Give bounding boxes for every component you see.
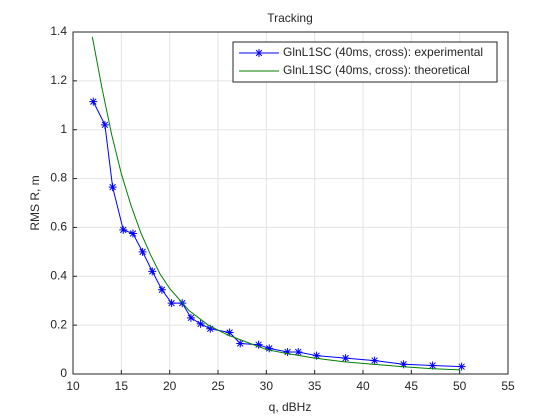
marker bbox=[457, 362, 466, 371]
marker bbox=[89, 97, 98, 106]
x-tick-label: 10 bbox=[66, 379, 80, 393]
x-tick-label: 15 bbox=[115, 379, 129, 393]
marker bbox=[108, 183, 117, 192]
y-tick-label: 1.2 bbox=[50, 73, 67, 87]
x-axis-label: q, dBHz bbox=[269, 400, 312, 414]
chart-title: Tracking bbox=[267, 11, 313, 25]
marker bbox=[254, 340, 263, 349]
marker bbox=[119, 225, 128, 234]
series-line bbox=[92, 101, 462, 368]
x-tick-label: 40 bbox=[356, 379, 370, 393]
y-tick-label: 0.4 bbox=[50, 268, 67, 282]
marker bbox=[100, 120, 109, 129]
x-tick-label: 50 bbox=[453, 379, 467, 393]
marker bbox=[255, 49, 263, 57]
legend-label: GlnL1SC (40ms, cross): experimental bbox=[283, 45, 483, 59]
legend-label: GlnL1SC (40ms, cross): theoretical bbox=[283, 63, 470, 77]
marker bbox=[128, 229, 137, 238]
y-tick-label: 0.8 bbox=[50, 171, 67, 185]
y-axis-label: RMS R, m bbox=[28, 175, 42, 230]
marker bbox=[370, 356, 379, 365]
x-tick-label: 45 bbox=[405, 379, 419, 393]
marker bbox=[399, 360, 408, 369]
marker bbox=[312, 351, 321, 360]
marker bbox=[148, 267, 157, 276]
series-line bbox=[91, 36, 460, 371]
y-tick-label: 1.4 bbox=[50, 24, 67, 38]
legend-box bbox=[232, 41, 498, 83]
marker bbox=[283, 348, 292, 357]
y-tick-label: 0 bbox=[60, 366, 67, 380]
marker bbox=[138, 247, 147, 256]
y-tick-label: 1 bbox=[60, 122, 67, 136]
marker bbox=[157, 285, 166, 294]
y-tick-label: 0.6 bbox=[50, 220, 67, 234]
marker bbox=[167, 299, 176, 308]
x-tick-label: 20 bbox=[163, 379, 177, 393]
marker bbox=[186, 313, 195, 322]
marker bbox=[225, 328, 234, 337]
marker bbox=[265, 344, 274, 353]
marker bbox=[196, 319, 205, 328]
x-tick-label: 25 bbox=[211, 379, 225, 393]
x-tick-label: 55 bbox=[501, 379, 515, 393]
marker bbox=[206, 324, 215, 333]
x-tick-label: 30 bbox=[260, 379, 274, 393]
marker bbox=[428, 361, 437, 370]
marker bbox=[341, 354, 350, 363]
marker bbox=[294, 348, 303, 357]
y-tick-label: 0.2 bbox=[50, 317, 67, 331]
plot-frame bbox=[72, 31, 509, 375]
marker bbox=[236, 339, 245, 348]
x-tick-label: 35 bbox=[308, 379, 322, 393]
